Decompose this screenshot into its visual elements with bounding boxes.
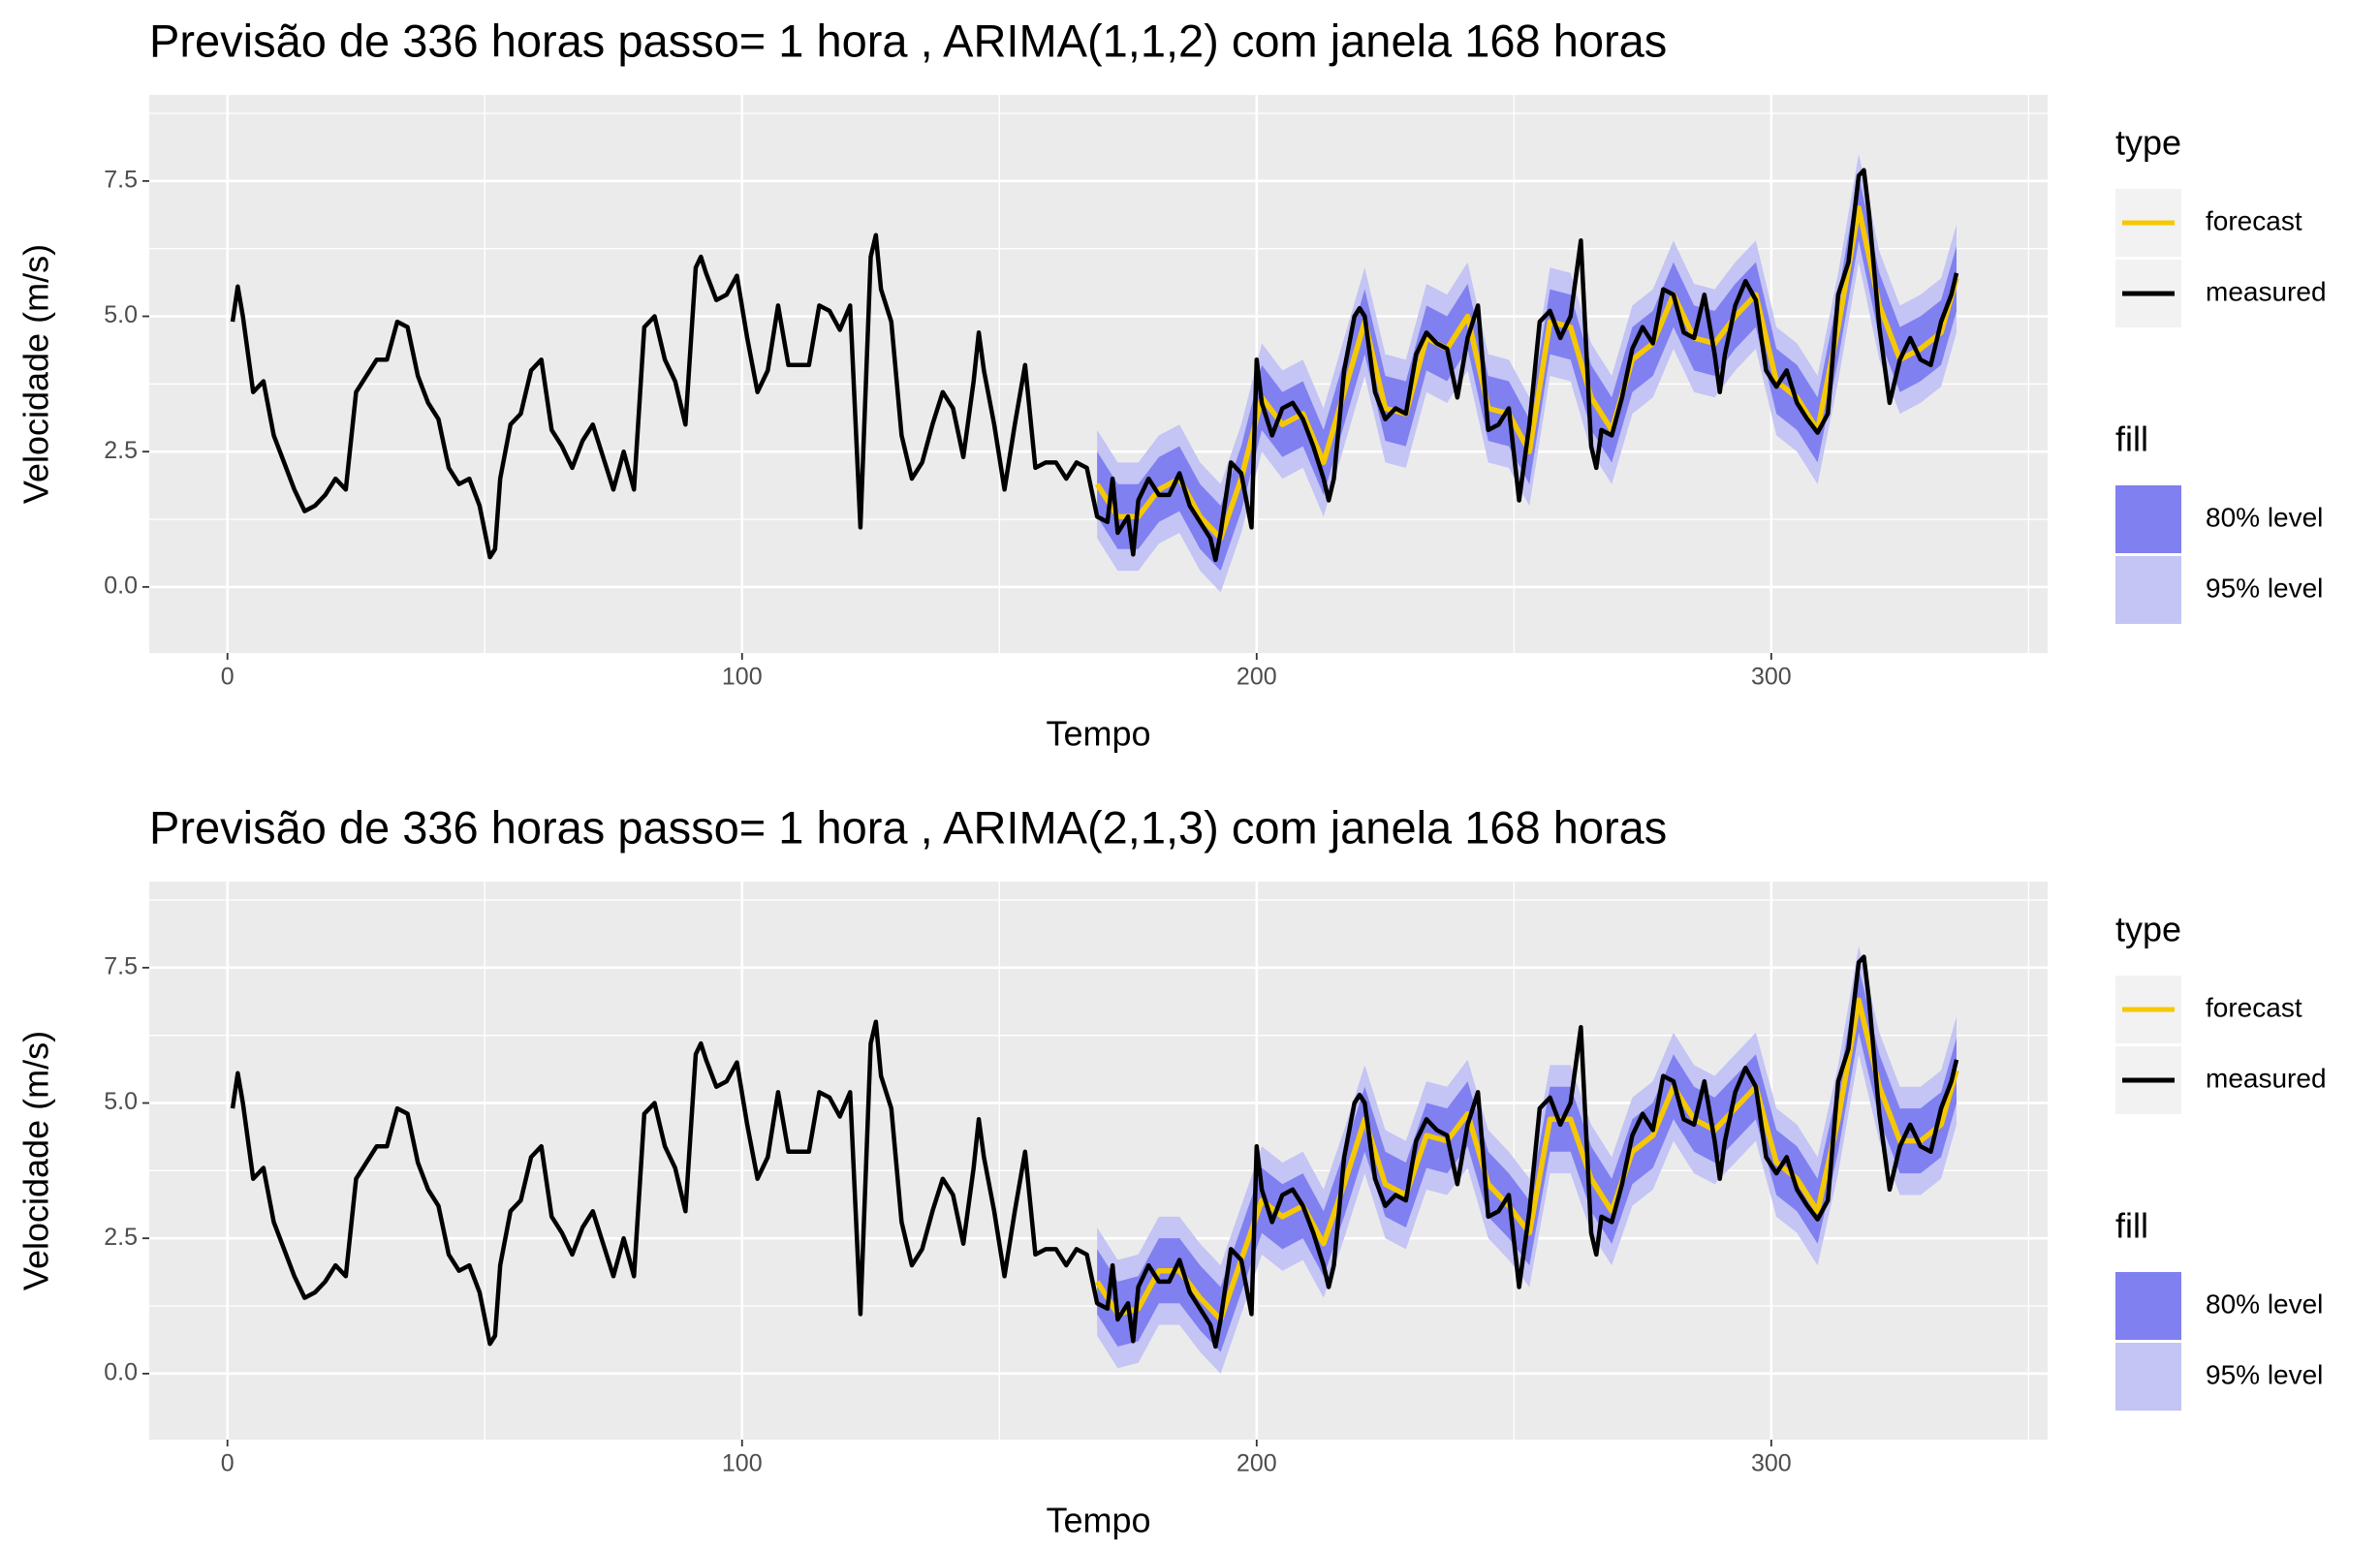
y-tick-label: 5.0: [104, 1088, 138, 1115]
series-line: [230, 954, 1959, 1350]
legend-label: forecast: [2206, 205, 2302, 235]
legend-swatch: [2115, 1272, 2181, 1340]
y-tick-label: 5.0: [104, 301, 138, 328]
legend-title: type: [2115, 123, 2181, 163]
interval-band: [1097, 153, 1957, 593]
legend-label: 95% level: [2206, 1359, 2323, 1389]
y-tick-label: 7.5: [104, 952, 138, 979]
interval-band: [1097, 946, 1957, 1374]
x-tick-label: 0: [221, 664, 235, 691]
legend-label: measured: [2206, 276, 2327, 306]
legend-title: fill: [2115, 419, 2148, 459]
x-tick-label: 200: [1237, 664, 1277, 691]
legend-swatch: [2115, 1343, 2181, 1411]
y-axis-title: Velocidade (m/s): [16, 1031, 56, 1290]
y-tick-label: 0.0: [104, 572, 138, 599]
legend-label: measured: [2206, 1063, 2327, 1093]
x-tick-label: 300: [1751, 1450, 1792, 1477]
legend-label: 80% level: [2206, 502, 2323, 532]
series-line: [230, 168, 1959, 563]
legend-label: forecast: [2206, 992, 2302, 1022]
x-tick-label: 0: [221, 1450, 235, 1477]
y-tick-label: 7.5: [104, 166, 138, 193]
x-axis-title: Tempo: [1046, 714, 1150, 754]
legend-title: type: [2115, 910, 2181, 949]
x-tick-label: 100: [722, 664, 763, 691]
legend-title: fill: [2115, 1206, 2148, 1246]
legend-swatch: [2115, 485, 2181, 553]
legend-label: 95% level: [2206, 573, 2323, 603]
y-tick-label: 0.0: [104, 1358, 138, 1385]
x-axis-title: Tempo: [1046, 1501, 1150, 1540]
legend-swatch: [2115, 556, 2181, 624]
x-tick-label: 300: [1751, 664, 1792, 691]
chart-title: Previsão de 336 horas passo= 1 hora , AR…: [149, 15, 1667, 66]
legend-label: 80% level: [2206, 1289, 2323, 1319]
y-axis-title: Velocidade (m/s): [16, 244, 56, 504]
x-tick-label: 200: [1237, 1450, 1277, 1477]
y-tick-label: 2.5: [104, 1224, 138, 1251]
chart-title: Previsão de 336 horas passo= 1 hora , AR…: [149, 801, 1667, 853]
x-tick-label: 100: [722, 1450, 763, 1477]
y-tick-label: 2.5: [104, 437, 138, 464]
